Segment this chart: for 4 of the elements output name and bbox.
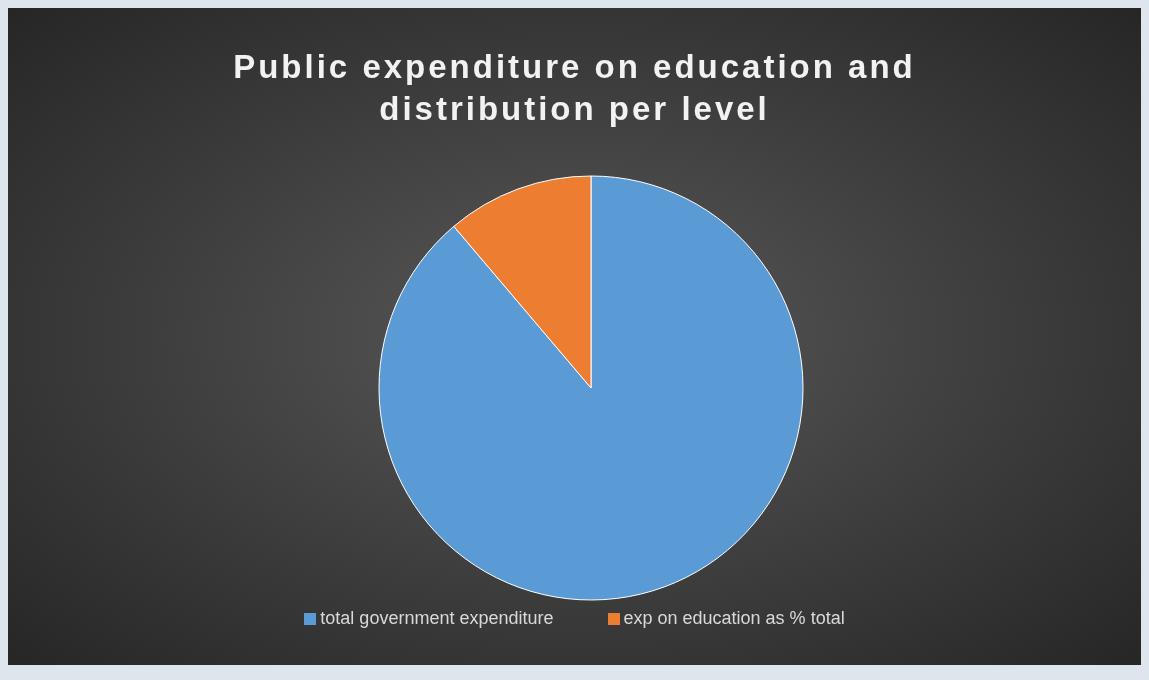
legend-label: exp on education as % total [623,608,845,629]
chart-title: Public expenditure on education and distribution per level [232,47,917,129]
slice-label: total government expenditure [320,608,554,629]
pie-slice [378,175,804,601]
